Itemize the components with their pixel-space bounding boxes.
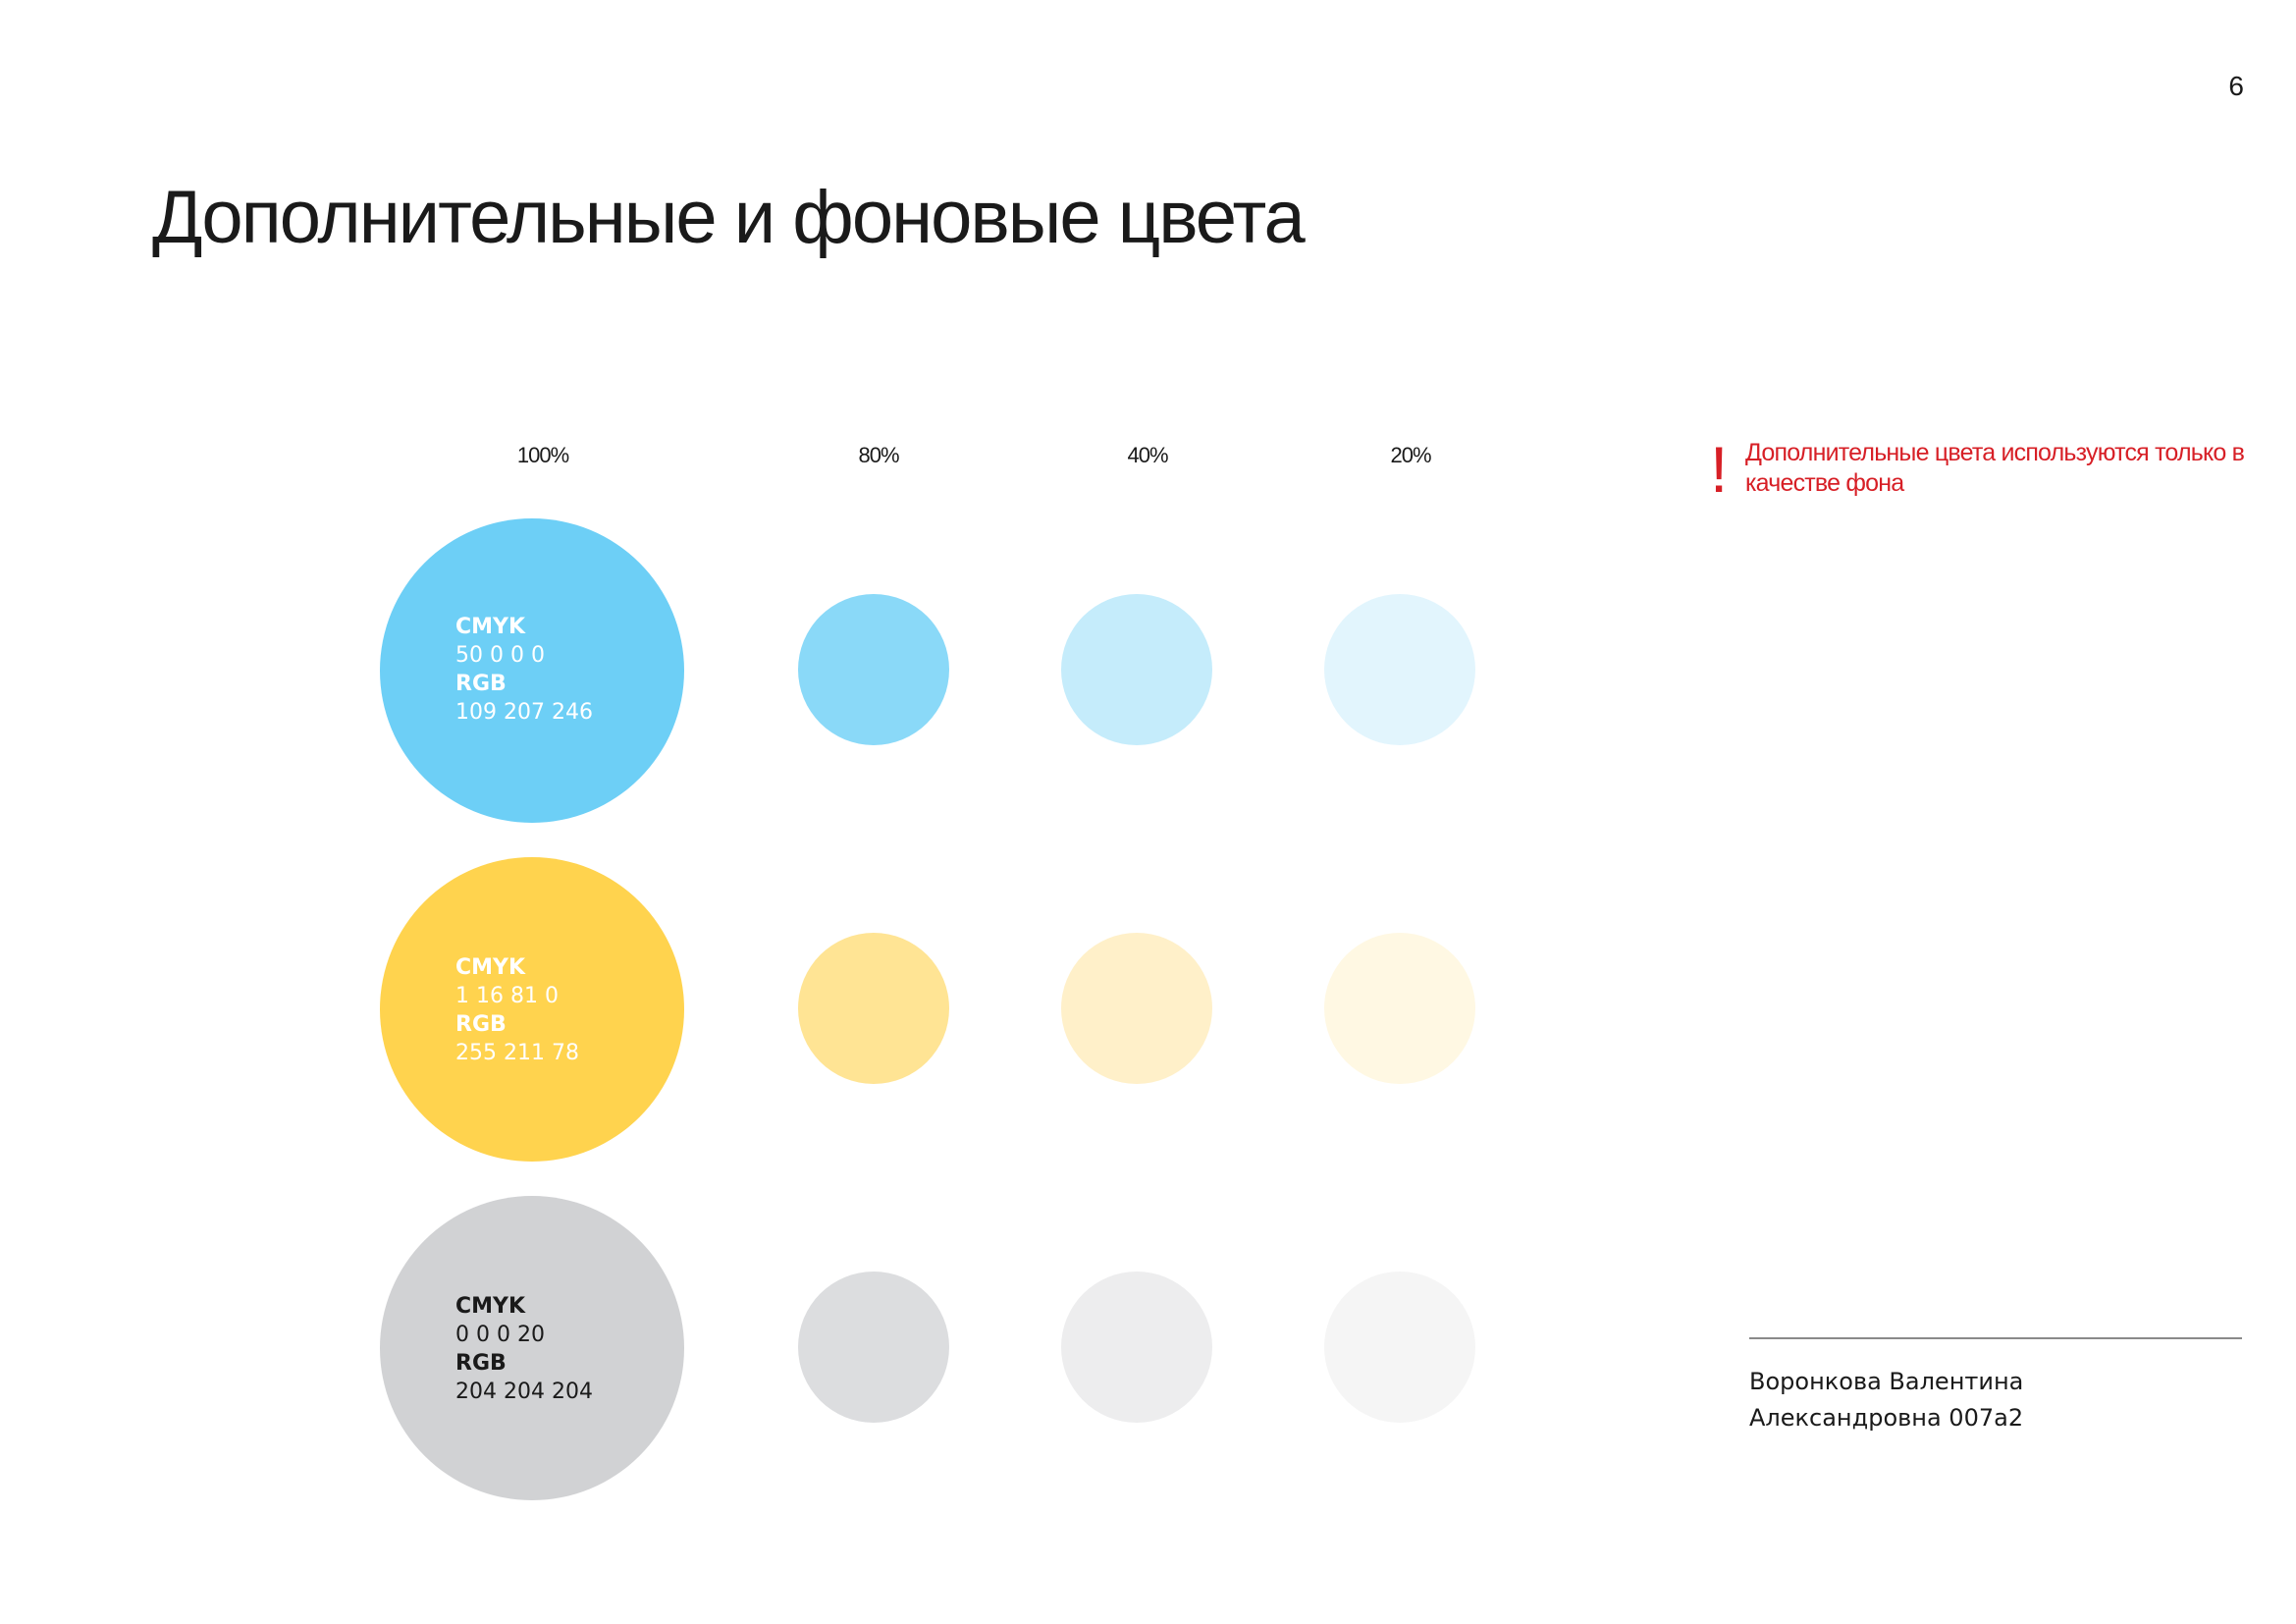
rgb-label: RGB — [455, 1012, 507, 1037]
swatch-gray-80 — [798, 1272, 949, 1423]
page-title: Дополнительные и фоновые цвета — [152, 176, 1306, 259]
divider — [1749, 1337, 2242, 1339]
rgb-value: 255 211 78 — [455, 1041, 579, 1065]
rgb-label: RGB — [455, 1351, 507, 1376]
column-header-20: 20% — [1390, 443, 1431, 467]
cmyk-label: CMYK — [455, 955, 526, 980]
rgb-value: 109 207 246 — [455, 700, 593, 725]
swatch-yellow-80 — [798, 933, 949, 1084]
author-line-1: Воронкова Валентина — [1749, 1368, 2024, 1395]
rgb-label: RGB — [455, 672, 507, 696]
swatch-blue-label: CMYK 50 0 0 0 RGB 109 207 246 — [455, 613, 593, 727]
swatch-yellow-20 — [1324, 933, 1475, 1084]
swatch-yellow-100 — [380, 857, 684, 1162]
swatch-gray-label: CMYK 0 0 0 20 RGB 204 204 204 — [455, 1292, 593, 1406]
exclamation-icon: ! — [1710, 433, 1729, 506]
cmyk-value: 0 0 0 20 — [455, 1323, 545, 1347]
column-header-100: 100% — [516, 443, 569, 467]
author: Воронкова Валентина Александровна 007а2 — [1749, 1364, 2023, 1436]
swatch-gray-100 — [380, 1196, 684, 1500]
swatch-blue-80 — [798, 594, 949, 745]
swatch-yellow-label: CMYK 1 16 81 0 RGB 255 211 78 — [455, 953, 579, 1067]
swatch-gray-20 — [1324, 1272, 1475, 1423]
cmyk-value: 1 16 81 0 — [455, 984, 559, 1008]
swatch-blue-100 — [380, 518, 684, 823]
cmyk-label: CMYK — [455, 615, 526, 639]
column-header-80: 80% — [858, 443, 899, 467]
rgb-value: 204 204 204 — [455, 1380, 593, 1404]
author-line-2: Александровна 007а2 — [1749, 1404, 2024, 1432]
cmyk-label: CMYK — [455, 1294, 526, 1319]
swatch-blue-20 — [1324, 594, 1475, 745]
page-number: 6 — [2228, 71, 2244, 101]
note-text: Дополнительные цвета используются только… — [1745, 439, 2245, 497]
swatch-blue-40 — [1061, 594, 1212, 745]
swatch-gray-40 — [1061, 1272, 1212, 1423]
column-header-40: 40% — [1127, 443, 1168, 467]
cmyk-value: 50 0 0 0 — [455, 643, 545, 668]
swatch-yellow-40 — [1061, 933, 1212, 1084]
